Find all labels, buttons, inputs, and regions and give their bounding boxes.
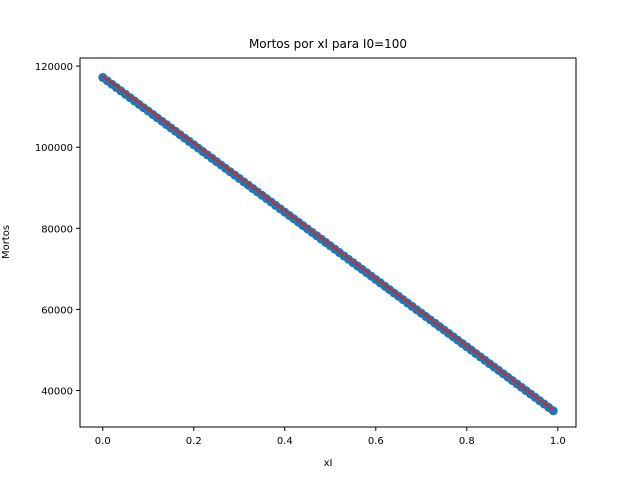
y-tick-label: 80000 bbox=[41, 224, 73, 235]
axes-frame bbox=[79, 57, 577, 428]
x-axis: 0.0 0.2 0.4 0.6 0.8 1.0 bbox=[95, 427, 566, 447]
y-tick-label: 60000 bbox=[41, 305, 73, 316]
y-axis: 40000 60000 80000 100000 120000 bbox=[35, 62, 80, 398]
y-tick-label: 100000 bbox=[35, 143, 73, 154]
x-tick-label: 0.0 bbox=[95, 436, 111, 447]
fit-line bbox=[102, 75, 554, 411]
x-tick-label: 1.0 bbox=[550, 436, 566, 447]
y-axis-label: Mortos bbox=[1, 225, 12, 259]
y-tick-label: 40000 bbox=[41, 387, 73, 398]
x-tick-label: 0.8 bbox=[459, 436, 475, 447]
x-tick-label: 0.4 bbox=[277, 436, 293, 447]
x-tick-label: 0.6 bbox=[368, 436, 384, 447]
x-axis-label: xI bbox=[324, 458, 333, 469]
plot-area bbox=[98, 72, 558, 416]
y-tick-label: 120000 bbox=[35, 62, 73, 73]
chart-title: Mortos por xI para I0=100 bbox=[249, 37, 407, 51]
x-tick-label: 0.2 bbox=[186, 436, 202, 447]
